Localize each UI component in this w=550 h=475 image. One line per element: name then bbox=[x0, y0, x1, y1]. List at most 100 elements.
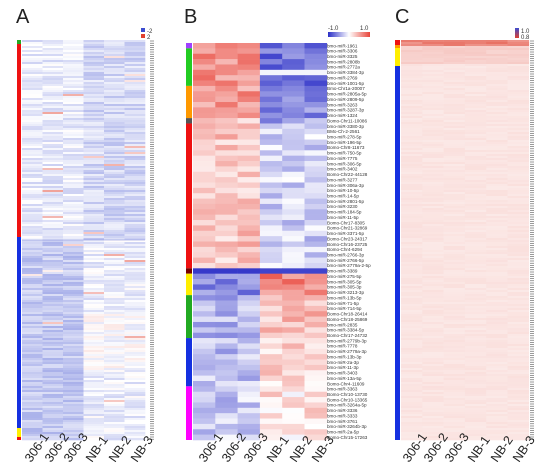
heatmap-cell bbox=[304, 59, 328, 65]
heatmap-cell bbox=[124, 398, 146, 401]
heatmap-cell bbox=[63, 224, 84, 227]
heatmap-cell bbox=[63, 76, 84, 79]
heatmap-cell bbox=[443, 208, 466, 211]
heatmap-cell bbox=[486, 120, 508, 123]
heatmap-cell bbox=[63, 350, 84, 353]
heatmap-cell bbox=[104, 110, 125, 113]
heatmap-cell bbox=[124, 146, 146, 149]
heatmap-cell bbox=[237, 107, 261, 114]
heatmap-cell bbox=[507, 198, 530, 201]
heatmap-cell bbox=[486, 238, 508, 241]
heatmap-cell bbox=[486, 98, 508, 101]
heatmap-cell bbox=[401, 192, 423, 195]
heatmap-cell bbox=[486, 216, 508, 219]
heatmap-cell bbox=[304, 171, 328, 178]
heatmap-cell bbox=[486, 352, 508, 355]
heatmap-cell bbox=[42, 50, 64, 53]
row-label: bmo-miR-3380-3p bbox=[327, 124, 364, 129]
heatmap-cell bbox=[83, 150, 105, 153]
heatmap-cell bbox=[215, 166, 238, 173]
heatmap-cell bbox=[401, 408, 423, 411]
scale-max-b: 1.0 bbox=[360, 26, 369, 32]
heatmap-cell bbox=[464, 218, 487, 221]
heatmap-cell bbox=[22, 314, 43, 317]
heatmap-cell bbox=[124, 390, 146, 393]
row-label: Bomo-Chr22-44128 bbox=[327, 172, 368, 177]
heatmap-cell bbox=[464, 312, 487, 315]
row-label: bmo-miR-3403 bbox=[327, 371, 358, 376]
heatmap-cell bbox=[237, 252, 261, 258]
heatmap-cell bbox=[401, 248, 423, 251]
heatmap-cell bbox=[42, 248, 64, 251]
heatmap-cell bbox=[401, 158, 423, 161]
heatmap-cell bbox=[42, 266, 64, 269]
heatmap-cell bbox=[83, 240, 105, 243]
heatmap-cell bbox=[83, 336, 105, 339]
heatmap-cell bbox=[83, 80, 105, 83]
heatmap-cell bbox=[401, 256, 423, 259]
heatmap-cell bbox=[507, 234, 530, 237]
heatmap-cell bbox=[464, 386, 487, 389]
heatmap-cell bbox=[259, 332, 283, 339]
heatmap-cell bbox=[237, 332, 261, 339]
heatmap-cell bbox=[22, 266, 43, 269]
heatmap-cell bbox=[401, 430, 423, 433]
heatmap-cell bbox=[83, 304, 105, 307]
heatmap-cell bbox=[259, 225, 283, 232]
heatmap-cell bbox=[443, 304, 466, 307]
heatmap-cell bbox=[42, 270, 64, 273]
heatmap-cell bbox=[22, 134, 43, 137]
heatmap-cell bbox=[443, 144, 466, 147]
scale-min-c: 1.0 bbox=[521, 29, 530, 35]
heatmap-cell bbox=[304, 193, 328, 199]
heatmap-cell bbox=[401, 372, 423, 375]
row-label: bmo-miR-1001-5p bbox=[327, 81, 364, 86]
heatmap-cell bbox=[486, 228, 508, 231]
heatmap-cell bbox=[237, 102, 261, 108]
heatmap-cell bbox=[124, 210, 146, 213]
heatmap-cell bbox=[193, 85, 216, 92]
heatmap-cell bbox=[22, 46, 43, 49]
row-label: bmo-miR-2772a bbox=[327, 65, 360, 70]
heatmap-cell bbox=[83, 190, 105, 193]
heatmap-cell bbox=[215, 370, 238, 376]
heatmap-cell bbox=[401, 370, 423, 373]
heatmap-cell bbox=[507, 176, 530, 179]
heatmap-cell bbox=[63, 244, 84, 247]
heatmap-cell bbox=[83, 374, 105, 377]
heatmap-cell bbox=[42, 112, 64, 115]
heatmap-cell bbox=[422, 434, 444, 437]
heatmap-cell bbox=[401, 80, 423, 83]
heatmap-cell bbox=[401, 220, 423, 223]
heatmap-cell bbox=[42, 418, 64, 421]
heatmap-cell bbox=[22, 288, 43, 291]
heatmap-cell bbox=[42, 154, 64, 157]
heatmap-cell bbox=[124, 288, 146, 291]
heatmap-cell bbox=[22, 78, 43, 81]
heatmap-cell bbox=[42, 330, 64, 333]
heatmap-cell bbox=[486, 154, 508, 157]
heatmap-cell bbox=[83, 110, 105, 113]
heatmap-cell bbox=[486, 134, 508, 137]
heatmap-cell bbox=[401, 208, 423, 211]
heatmap-cell bbox=[422, 300, 444, 303]
heatmap-cell bbox=[401, 180, 423, 183]
heatmap-cell bbox=[83, 320, 105, 323]
heatmap-cell bbox=[443, 340, 466, 343]
heatmap-cell bbox=[464, 192, 487, 195]
heatmap-cell bbox=[507, 392, 530, 395]
heatmap-cell bbox=[486, 274, 508, 277]
heatmap-cell bbox=[83, 418, 105, 421]
heatmap-cell bbox=[259, 236, 283, 242]
heatmap-cell bbox=[22, 414, 43, 417]
heatmap-cell bbox=[42, 286, 64, 289]
heatmap-cell bbox=[42, 294, 64, 297]
heatmap-cell bbox=[83, 230, 105, 233]
heatmap-cell bbox=[104, 250, 125, 253]
heatmap-cell bbox=[22, 322, 43, 325]
heatmap-cell bbox=[83, 242, 105, 245]
heatmap-cell bbox=[464, 48, 487, 51]
heatmap-cell bbox=[83, 44, 105, 47]
heatmap-cell bbox=[83, 182, 105, 185]
heatmap-cell bbox=[507, 236, 530, 239]
